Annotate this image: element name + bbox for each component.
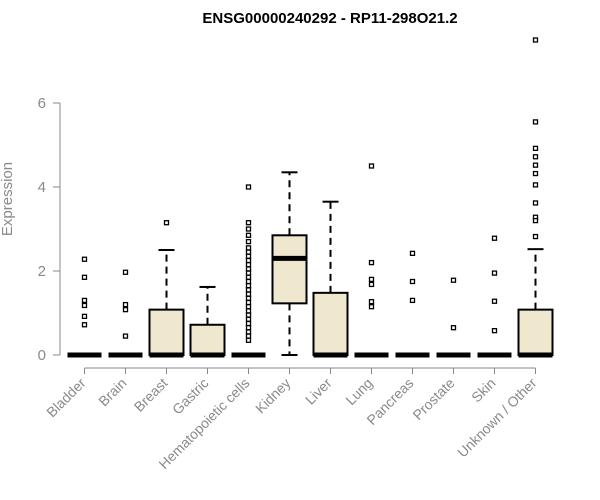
box-body xyxy=(312,291,349,356)
outlier-point xyxy=(368,299,375,305)
outlier-point xyxy=(81,256,88,262)
y-axis: 0 2 4 6 xyxy=(38,95,61,364)
x-tick-label: Liver xyxy=(302,375,335,408)
outlier-point xyxy=(245,291,252,297)
outlier-point xyxy=(245,329,252,335)
x-tick-label: Lung xyxy=(342,375,375,408)
outlier-point xyxy=(245,232,252,238)
outlier-point xyxy=(245,278,252,285)
box-body xyxy=(148,308,185,357)
outlier-point xyxy=(368,259,375,266)
outlier-point xyxy=(245,184,252,190)
outlier-point xyxy=(245,320,252,327)
box-body xyxy=(271,234,308,305)
box-kidney xyxy=(271,171,308,356)
outlier-point xyxy=(491,270,498,276)
outlier-point xyxy=(532,233,539,240)
outlier-point xyxy=(532,154,539,160)
outlier-point xyxy=(532,217,539,224)
outlier-point xyxy=(81,322,88,328)
outlier-point xyxy=(163,220,170,226)
outlier-point xyxy=(122,301,129,308)
outlier-point xyxy=(491,235,498,241)
outlier-point xyxy=(245,304,252,310)
outlier-point xyxy=(245,238,252,245)
box-body xyxy=(189,323,226,357)
box-brain xyxy=(108,269,143,358)
outlier-point xyxy=(245,316,252,322)
outlier-point xyxy=(122,333,129,339)
outlier-point xyxy=(245,312,252,318)
box-skin xyxy=(477,235,512,358)
outlier-point xyxy=(409,278,416,285)
outlier-point xyxy=(409,250,416,257)
outlier-point xyxy=(532,162,539,168)
outlier-point xyxy=(245,337,252,343)
outlier-point xyxy=(450,277,457,283)
outlier-point xyxy=(491,327,498,334)
outlier-point xyxy=(122,306,129,313)
box-bladder xyxy=(67,256,102,358)
outlier-point xyxy=(532,200,539,206)
outlier-point xyxy=(81,297,88,304)
outlier-point xyxy=(245,308,252,314)
box-lung xyxy=(354,163,389,358)
box-body xyxy=(517,308,554,357)
y-tick-label: 6 xyxy=(38,95,46,112)
outlier-point xyxy=(532,182,539,188)
outlier-point xyxy=(532,145,539,152)
box-group xyxy=(67,37,554,358)
outlier-point xyxy=(532,170,539,177)
outlier-point xyxy=(245,295,252,301)
outlier-point xyxy=(368,304,375,310)
y-axis-label: Expression xyxy=(0,162,16,236)
x-tick-label: Bladder xyxy=(43,375,89,421)
box-prostate xyxy=(436,277,471,358)
outlier-point xyxy=(245,299,252,306)
x-tick-label: Kidney xyxy=(252,375,294,417)
outlier-point xyxy=(450,325,457,331)
outlier-point xyxy=(245,333,252,339)
chart-title: ENSG00000240292 - RP11-298O21.2 xyxy=(202,10,457,27)
outlier-point xyxy=(245,325,252,331)
outlier-point xyxy=(409,297,416,304)
outlier-point xyxy=(368,276,375,283)
x-tick-label: Brain xyxy=(95,375,129,409)
outlier-point xyxy=(81,274,88,280)
box-gastric xyxy=(189,285,226,358)
outlier-point xyxy=(532,37,539,43)
x-tick-label: Prostate xyxy=(409,375,457,423)
box-breast xyxy=(148,220,185,358)
outlier-point xyxy=(245,274,252,280)
outlier-point xyxy=(245,266,252,272)
y-tick-label: 2 xyxy=(38,263,46,280)
y-tick-label: 0 xyxy=(38,347,46,364)
outlier-point xyxy=(245,249,252,255)
outlier-point xyxy=(491,298,498,304)
outlier-point xyxy=(368,281,375,288)
x-tick-label: Skin xyxy=(468,375,499,406)
outlier-point xyxy=(122,269,129,275)
x-tick-label: Breast xyxy=(131,375,171,415)
outlier-point xyxy=(245,253,252,259)
outlier-point xyxy=(81,313,88,320)
outlier-point xyxy=(532,119,539,125)
outlier-point xyxy=(81,302,88,309)
outlier-point xyxy=(245,245,252,251)
outlier-point xyxy=(245,257,252,264)
box-unknown-other xyxy=(517,37,554,358)
outlier-point xyxy=(245,287,252,293)
box-pancreas xyxy=(395,250,430,358)
box-liver xyxy=(312,200,349,358)
outlier-point xyxy=(368,163,375,169)
outlier-point xyxy=(245,270,252,276)
outlier-point xyxy=(245,262,252,268)
box-hematopoietic-cells xyxy=(231,184,266,358)
y-tick-label: 4 xyxy=(38,179,46,196)
outlier-point xyxy=(245,226,252,232)
outlier-point xyxy=(245,283,252,289)
outlier-point xyxy=(245,220,252,226)
